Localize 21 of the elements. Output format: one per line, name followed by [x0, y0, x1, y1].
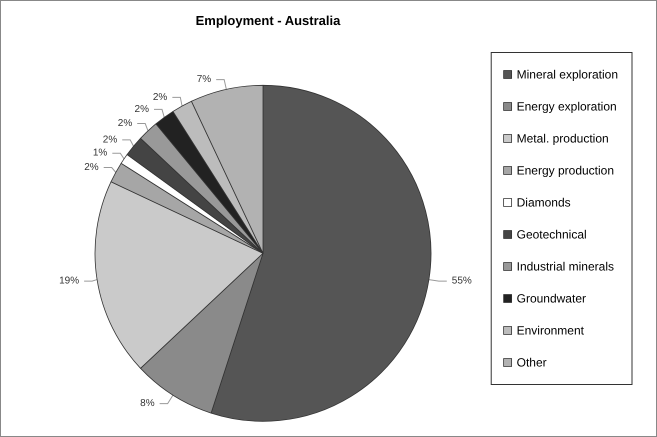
- legend-label: Other: [516, 356, 547, 370]
- legend-label: Groundwater: [516, 292, 586, 306]
- chart-title: Employment - Australia: [196, 13, 342, 28]
- data-label: 7%: [196, 74, 212, 86]
- legend-label: Environment: [516, 324, 585, 338]
- legend-label: Industrial minerals: [516, 260, 614, 274]
- data-label: 2%: [84, 162, 99, 174]
- data-label: 19%: [59, 276, 80, 287]
- data-label: 2%: [102, 134, 118, 146]
- legend-label: Diamonds: [516, 196, 571, 210]
- data-label: 8%: [140, 398, 155, 410]
- legend-label: Energy production: [516, 164, 614, 178]
- legend-label: Energy exploration: [516, 100, 617, 114]
- data-label: 2%: [134, 104, 150, 115]
- data-label: 2%: [152, 92, 168, 103]
- data-label: 55%: [452, 276, 472, 287]
- data-label: 2%: [118, 118, 132, 130]
- legend-label: Metal. production: [516, 132, 609, 146]
- data-label: 1%: [92, 148, 108, 159]
- legend-label: Mineral exploration: [516, 68, 618, 82]
- legend-label: Geotechnical: [516, 228, 587, 242]
